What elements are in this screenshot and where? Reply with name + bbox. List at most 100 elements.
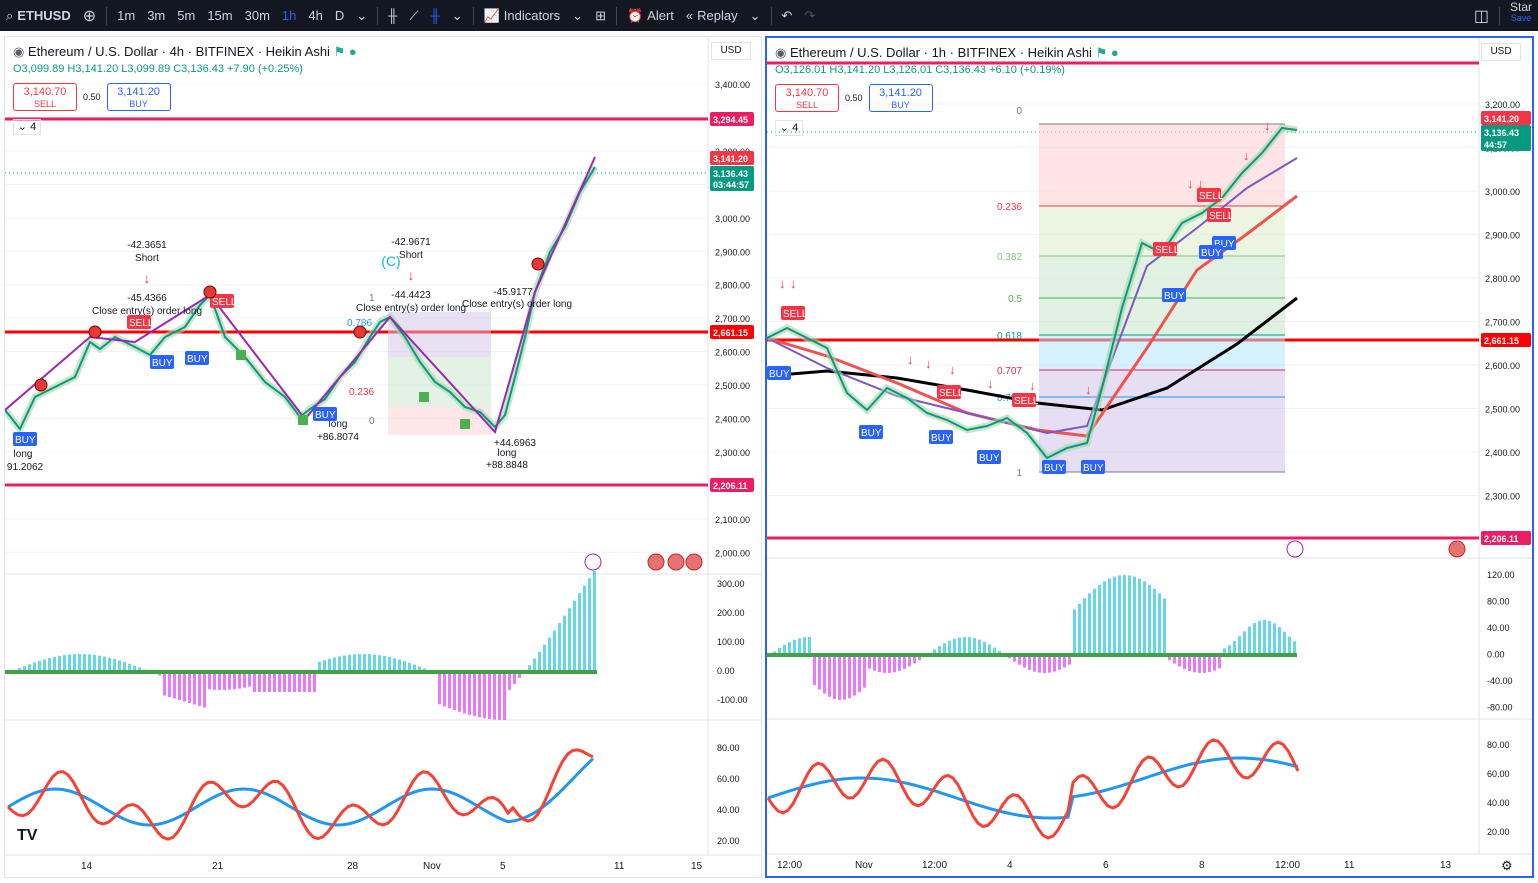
settings-gear-icon[interactable]: ⚙ (1501, 858, 1513, 873)
buy-marker-1-bg (859, 425, 883, 439)
osc-bar (1108, 578, 1111, 655)
price-label-bottom: 2,206.11 (1484, 534, 1519, 544)
osc-bar (1098, 584, 1101, 655)
interval-5m[interactable]: 5m (177, 8, 196, 23)
osc-bar (393, 658, 396, 672)
fib-level-label: 0.707 (997, 366, 1022, 377)
price-candles (5, 166, 596, 431)
price-tick: 3,000.00 (1485, 187, 1520, 197)
buy-marker-6: BUY (1164, 291, 1185, 302)
interval-3m[interactable]: 3m (147, 8, 166, 23)
osc-bar (108, 657, 111, 672)
right-indicators-toggle[interactable]: ⌄ 4 (775, 120, 803, 136)
left-buy-button[interactable]: 3,141.20 BUY (106, 83, 171, 111)
right-chart-pane[interactable]: 3,200.003,100.003,000.002,900.002,800.00… (765, 36, 1534, 878)
fib-level-label: 1 (1016, 468, 1022, 479)
wave-label-c: (C) (381, 253, 400, 269)
osc-bar (128, 663, 131, 672)
osc-bar (573, 600, 576, 672)
flag-icon[interactable]: ⚑ (1095, 45, 1108, 60)
interval-4h[interactable]: 4h (308, 8, 323, 23)
osc-tick: 0.00 (1487, 650, 1505, 660)
osc-bar (1118, 575, 1121, 655)
osc-bar (478, 672, 481, 718)
osc-bar (948, 640, 951, 655)
symbol-search[interactable]: ⌕ ETHUSD (6, 7, 71, 24)
flag-icon[interactable]: ⚑ (333, 44, 346, 59)
interval-1m[interactable]: 1m (117, 8, 136, 23)
us-flag-event-icon-0 (647, 553, 665, 571)
time-tick: 12:00 (922, 860, 947, 871)
right-currency-button[interactable]: USD (1481, 43, 1521, 61)
osc-bar (238, 672, 241, 689)
osc-bar (73, 654, 76, 672)
osc-bar (418, 666, 421, 672)
price-tick: 2,300.00 (715, 448, 750, 458)
buy-marker-2: BUY (931, 433, 952, 444)
left-chart-pane[interactable]: 3,400.003,300.003,200.003,100.003,000.00… (4, 36, 762, 878)
osc-bar (223, 672, 226, 690)
price-tick: 2,500.00 (1485, 405, 1520, 415)
indicators-button[interactable]: 📈 Indicators (483, 7, 561, 24)
interval-1h[interactable]: 1h (281, 8, 297, 23)
line-style-button[interactable]: ⟋ (403, 0, 424, 31)
replay-dropdown[interactable]: ⌄ (744, 0, 767, 31)
fullscreen-layout-button[interactable]: ◫ (1468, 0, 1495, 31)
undo-button[interactable]: ↶ (776, 0, 799, 31)
search-icon: ⌕ (6, 7, 14, 23)
osc-bar (483, 672, 486, 719)
replay-button[interactable]: «Replay (685, 8, 738, 23)
left-chart-canvas[interactable]: 3,400.003,300.003,200.003,100.003,000.00… (5, 37, 762, 878)
time-tick: 13 (1440, 860, 1452, 871)
time-tick: 12:00 (777, 860, 802, 871)
add-symbol-button[interactable]: ⊕ (77, 0, 102, 31)
chart-type-dropdown[interactable]: ⌄ (446, 0, 469, 31)
right-legend: ◉ Ethereum / U.S. Dollar · 1h · BITFINEX… (775, 45, 1119, 76)
right-chart-canvas[interactable]: 3,200.003,100.003,000.002,900.002,800.00… (767, 38, 1534, 878)
interval-d[interactable]: D (334, 8, 345, 23)
divider (615, 6, 617, 25)
interval-dropdown[interactable]: ⌄ (350, 0, 373, 31)
indicators-dropdown[interactable]: ⌄ (566, 0, 589, 31)
fib-zone (1039, 370, 1285, 397)
bar-style-button[interactable]: ╫ (382, 0, 403, 31)
osc-bar (288, 672, 291, 692)
osc-bar (1103, 581, 1106, 655)
layouts-button[interactable]: ⊞ (589, 0, 612, 31)
heikin-style-button[interactable]: ╫ (424, 0, 445, 31)
interval-15m[interactable]: 15m (207, 8, 233, 23)
right-sell-button[interactable]: 3,140.70 SELL (775, 84, 839, 112)
osc-bar (168, 672, 171, 697)
time-tick: 8 (1199, 860, 1205, 871)
redo-icon: ↷ (804, 7, 816, 23)
short-arrow-icon: ↓ (408, 267, 415, 283)
annotation-a1-text: Short (135, 253, 159, 264)
sell-marker: SELL (129, 318, 154, 329)
osc-bar (813, 655, 816, 685)
sell-marker-1: SELL (939, 388, 964, 399)
osc-bar (528, 665, 531, 672)
osc-bar (1088, 593, 1091, 655)
price-label-last: 3,141.20 (713, 154, 748, 164)
interval-30m[interactable]: 30m (244, 8, 270, 23)
annotation-a1-value: -42.3651 (127, 240, 167, 251)
osc-bar (123, 662, 126, 672)
left-currency-button[interactable]: USD (711, 42, 751, 60)
alert-button[interactable]: ⏰ Alert (626, 7, 674, 24)
osc-bar (983, 641, 986, 655)
left-indicators-toggle[interactable]: ⌄ 4 (13, 119, 41, 135)
buy-marker-0-bg (767, 366, 791, 380)
fib-level-label: 0.5 (1008, 294, 1022, 305)
redo-button[interactable]: ↷ (798, 0, 821, 31)
buy-marker-5-bg (1081, 460, 1105, 474)
osc-bar (388, 657, 391, 672)
save-button[interactable]: Star Save (1509, 0, 1532, 23)
left-sell-button[interactable]: 3,140.70 SELL (13, 83, 77, 111)
osc-bar (898, 655, 901, 671)
osc-bar (398, 659, 401, 672)
right-buy-button[interactable]: 3,141.20 BUY (868, 84, 933, 112)
osc-bar (558, 623, 561, 672)
osc-bar (318, 661, 321, 672)
fib-level-label: 0.618 (997, 331, 1022, 342)
osc-bar (333, 657, 336, 672)
